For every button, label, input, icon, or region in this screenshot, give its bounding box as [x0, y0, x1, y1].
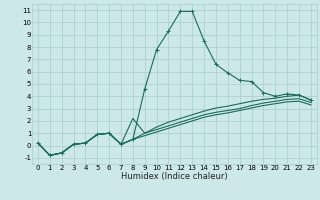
- X-axis label: Humidex (Indice chaleur): Humidex (Indice chaleur): [121, 172, 228, 181]
